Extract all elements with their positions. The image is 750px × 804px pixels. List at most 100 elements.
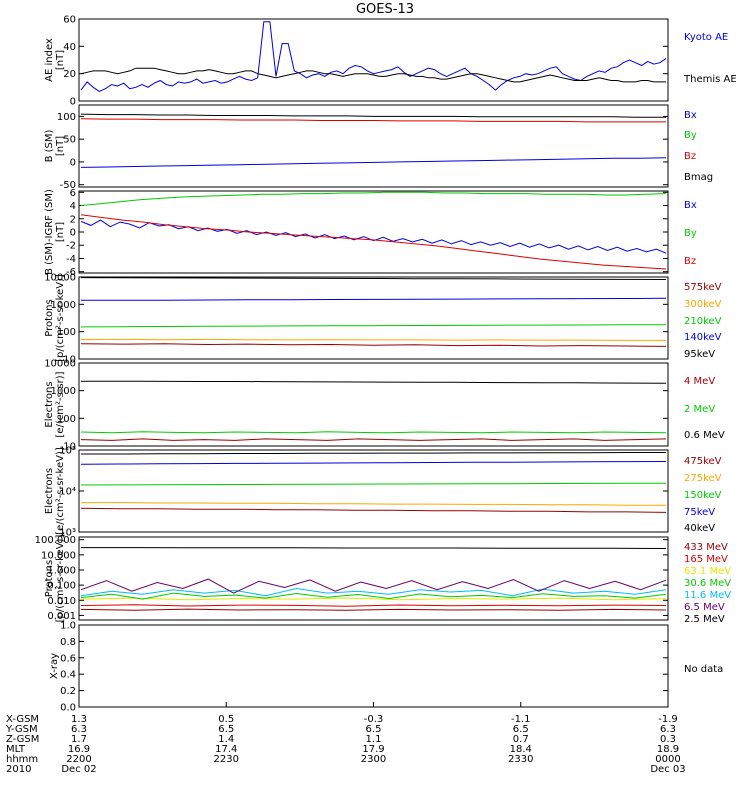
y-tick-label: 0 [70,157,76,168]
panel-7: 0.001 0.010 0.100 1.000 10.000 100.000 Protons… [35,535,732,625]
ephemeris-value: 1.3 [71,714,87,725]
panel-frame [78,276,669,360]
y-tick-label: 1.000 [47,565,76,576]
panel-frame [78,624,669,708]
legend-entry: Kyoto AE [684,32,728,43]
ephemeris-value: 0.5 [218,714,234,725]
y-axis-label: AE index [44,38,55,82]
series-line-by [80,191,667,206]
y-tick-label: 10⁴ [59,487,76,498]
y-tick-label: 0 [70,228,76,239]
ephemeris-row-label: hhmm [6,754,38,765]
y-tick-label: 100 [57,327,76,338]
panel-3: -6 -4 -2 0 2 4 6 B (SM)-IGRF (SM) [nT] Bx By Bz [44,188,697,278]
y-tick-label: 10 [63,355,76,366]
ephemeris-value: 2300 [361,754,386,765]
y-tick-label: 100.000 [35,535,76,546]
panel-1: 0 20 40 60 AE index [nT] Kyoto AE Themis AE [44,15,737,108]
panel-frame [78,190,669,274]
y-tick-label: 1000 [51,386,76,397]
legend-entry: Themis AE [683,74,737,85]
series-line-bx [80,219,667,254]
series-line-63-1-mev [80,597,667,601]
series-line-bz [80,214,667,270]
y-tick-label: 2 [70,214,76,225]
legend-entry: 63.1 MeV [684,566,731,577]
series-line-150kev [80,482,667,486]
legend-entry: 140keV [684,332,722,343]
y-tick-label: 20 [63,69,76,80]
ephemeris-value: 6.5 [218,724,234,735]
legend-entry: 475keV [684,456,722,467]
ephemeris-row-label: Y-GSM [5,724,38,735]
ephemeris-row-label: X-GSM [6,714,39,725]
legend-entry: 275keV [684,473,722,484]
y-tick-label: 4 [70,201,76,212]
y-axis-label: [nT] [55,50,66,70]
ephemeris-value: 2200 [66,754,91,765]
panel-frame [78,536,669,621]
panel-frame [78,362,669,447]
ephemeris-value: Dec 03 [650,764,685,775]
legend-entry: 300keV [684,299,722,310]
series-line-bz [80,118,666,123]
y-tick-label: 100 [57,414,76,425]
legend-entry: 150keV [684,490,722,501]
y-axis-label: [p/(cm²-s-sr-keV)] [55,274,66,362]
y-axis-label: [nT] [55,222,66,242]
ephemeris-value: 17.9 [362,744,384,755]
y-axis-label: Protons [44,560,55,597]
y-tick-label: 100 [57,112,76,123]
legend-entry: 75keV [684,507,715,518]
series-line-475kev [80,507,667,513]
y-tick-label: 10000 [44,359,76,370]
ephemeris-value: Dec 02 [61,764,96,775]
y-axis-label: Electrons [44,381,55,427]
legend-entry: 210keV [684,316,722,327]
series-line-bx [80,157,667,168]
series-line-433-mev [80,608,667,611]
y-tick-label: -2 [66,241,76,252]
y-axis-label: [e/(cm²-s-sr-keV)] [55,447,66,535]
panel-6: 10³ 10⁴ 10⁵ Electrons [e/(cm²-s-sr-keV)] 475k… [44,446,722,539]
y-tick-label: 0.6 [60,653,76,664]
legend-entry: 165 MeV [684,554,728,565]
series-line-95kev [80,277,667,280]
series-line-11-6-mev [80,587,667,597]
ephemeris-value: 18.9 [657,744,679,755]
y-axis-label: B (SM) [44,129,55,162]
series-line-75kev [80,461,667,465]
legend-entry: 2.5 MeV [684,614,725,625]
series-line-0-6-mev [81,380,667,384]
ephemeris-row-label: Z-GSM [6,734,39,745]
y-axis-label: [p/(cm²-s-sr-keV)] [55,535,66,623]
y-tick-label: 0.010 [47,596,76,607]
ephemeris-value: 1.1 [366,734,382,745]
legend-entry: Bz [684,256,696,267]
legend-entry: By [684,228,697,239]
ephemeris-row-label: MLT [6,744,26,755]
series-line-4-mev [80,438,667,441]
legend-entry: 11.6 MeV [684,590,731,601]
ephemeris-row-label: 2010 [6,764,31,775]
ephemeris-value: 6.3 [71,724,87,735]
ephemeris-value: -1.1 [511,714,531,725]
ephemeris-value: 6.5 [513,724,529,735]
y-axis-label: Protons [44,299,55,336]
y-tick-label: 0.2 [60,686,76,697]
y-tick-label: 10⁵ [59,446,76,457]
series-line-165-mev [80,604,667,607]
y-tick-label: 10000 [44,273,76,284]
legend-entry: 30.6 MeV [684,578,731,589]
legend-entry: 6.5 MeV [684,602,725,613]
y-axis-label: [e/(cm²-s-sr)] [55,371,66,437]
legend-entry: 4 MeV [684,376,715,387]
legend-entry: 433 MeV [684,542,728,553]
plot-title: GOES-13 [356,2,414,17]
series-line-2-mev [80,431,667,434]
ephemeris-value: -0.3 [364,714,384,725]
legend-entry: Bmag [684,172,713,183]
